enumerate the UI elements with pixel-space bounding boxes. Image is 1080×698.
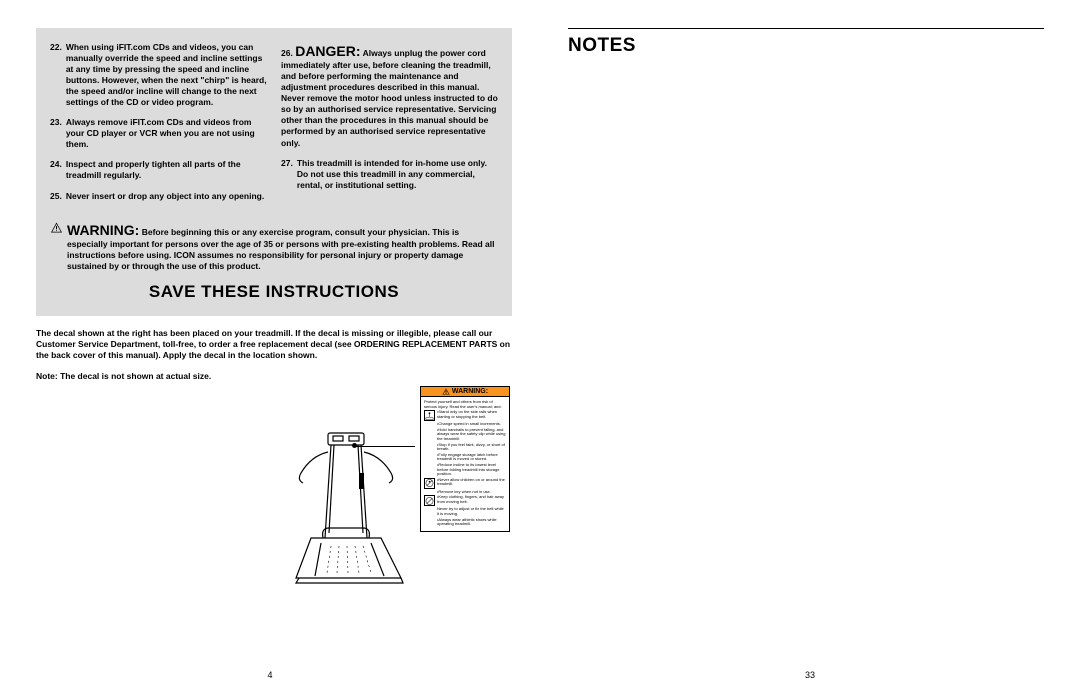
- instructions-col-2: 26. DANGER: Always unplug the power cord…: [281, 42, 498, 211]
- decal-intro-text: The decal shown at the right has been pl…: [36, 328, 512, 361]
- callout-dot: [352, 443, 357, 448]
- callout-line: [355, 446, 415, 447]
- decal-body: Protect yourself and others from risk of…: [420, 397, 510, 532]
- danger-label: DANGER:: [295, 43, 360, 59]
- notes-header: NOTES: [568, 28, 1044, 57]
- item-24-num: 24.: [50, 159, 62, 181]
- decal-b5: •Fully engage storage latch before tread…: [437, 453, 506, 462]
- item-25-text: Never insert or drop any object into any…: [66, 191, 264, 202]
- decal-section: The decal shown at the right has been pl…: [36, 328, 512, 392]
- moving-belt-icon: [424, 495, 435, 506]
- decal-warning-label: WARNING:: [452, 388, 488, 395]
- item-27-num: 27.: [281, 158, 293, 191]
- item-27-text: This treadmill is intended for in-home u…: [297, 158, 498, 191]
- page-right: NOTES 33: [540, 0, 1080, 698]
- decal-intro: Protect yourself and others from risk of…: [424, 400, 506, 409]
- page-number-left: 4: [267, 670, 272, 680]
- item-26: 26. DANGER: Always unplug the power cord…: [281, 42, 498, 149]
- decal-b10: Never try to adjust or fix the belt whil…: [437, 507, 506, 516]
- decal-b1: •Stand only on the side rails when start…: [437, 410, 506, 419]
- item-23-num: 23.: [50, 117, 62, 150]
- item-23-text: Always remove iFIT.com CDs and videos fr…: [66, 117, 267, 150]
- warning-text-block: WARNING: Before beginning this or any ex…: [67, 221, 498, 272]
- decal-b9: •Keep clothing, fingers, and hair away f…: [437, 495, 506, 504]
- item-22-num: 22.: [50, 42, 62, 108]
- decal-b6: •Reduce incline to its lowest level befo…: [437, 463, 506, 477]
- instructions-columns: 22. When using iFIT.com CDs and videos, y…: [50, 42, 498, 211]
- instructions-col-1: 22. When using iFIT.com CDs and videos, y…: [50, 42, 267, 211]
- instructions-box: 22. When using iFIT.com CDs and videos, y…: [36, 28, 512, 316]
- no-children-icon: [424, 478, 435, 489]
- page-number-right: 33: [805, 670, 815, 680]
- decal-note-text: Note: The decal is not shown at actual s…: [36, 371, 512, 382]
- decal-text-col: The decal shown at the right has been pl…: [36, 328, 512, 392]
- warning-label: WARNING:: [67, 222, 139, 238]
- warning-triangle-icon: [50, 222, 63, 233]
- decal-header: WARNING:: [420, 386, 510, 397]
- decal-b11: •Always wear athletic shoes while operat…: [437, 518, 506, 527]
- decal-b7: •Never allow children on or around the t…: [437, 478, 506, 487]
- decal-b4: •Stop if you feel faint, dizzy, or short…: [437, 443, 506, 452]
- warning-decal: WARNING: Protect yourself and others fro…: [420, 386, 510, 608]
- item-24-text: Inspect and properly tighten all parts o…: [66, 159, 267, 181]
- page-left: 22. When using iFIT.com CDs and videos, y…: [0, 0, 540, 698]
- warning-row: WARNING: Before beginning this or any ex…: [50, 221, 498, 272]
- warning-triangle-icon: [442, 388, 450, 395]
- notes-title: NOTES: [568, 35, 1044, 57]
- save-instructions-title: SAVE THESE INSTRUCTIONS: [50, 282, 498, 302]
- treadmill-diagram: [276, 428, 416, 608]
- item-26-num: 26.: [281, 48, 293, 58]
- stand-rails-icon: [424, 410, 435, 421]
- item-25-num: 25.: [50, 191, 62, 202]
- decal-b3: •Hold handrails to prevent falling, and …: [437, 428, 506, 442]
- item-22-text: When using iFIT.com CDs and videos, you …: [66, 42, 267, 108]
- item-26-text: Always unplug the power cord immediately…: [281, 48, 498, 148]
- treadmill-icon: [281, 428, 411, 608]
